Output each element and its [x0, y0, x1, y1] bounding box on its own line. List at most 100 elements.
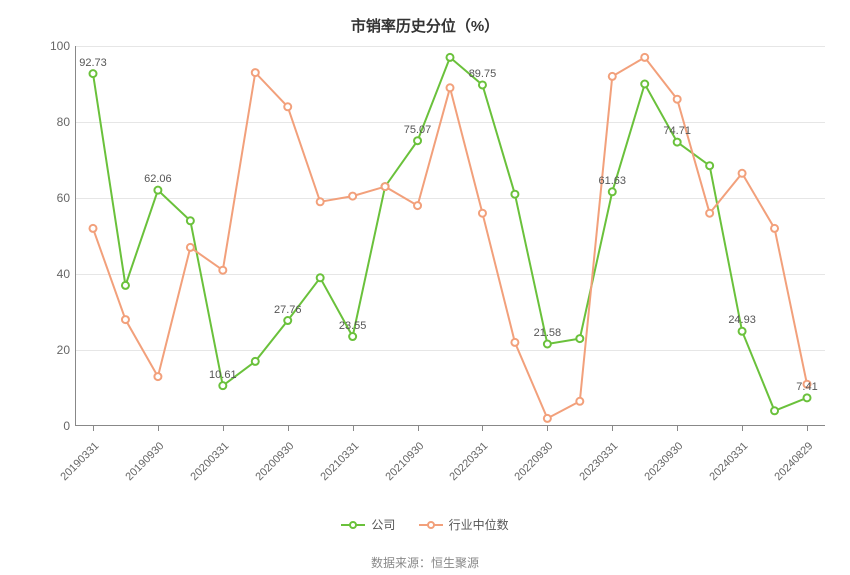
y-tick-label: 100	[35, 39, 70, 53]
x-tick-label: 20190331	[58, 440, 101, 483]
x-tick-label: 20200331	[188, 440, 231, 483]
data-point-label: 10.61	[209, 369, 237, 381]
data-point-label: 62.06	[144, 173, 172, 185]
y-tick-label: 20	[35, 343, 70, 357]
data-point-label: 7.41	[796, 381, 817, 393]
x-tick	[677, 426, 678, 431]
data-point-label: 23.55	[339, 320, 367, 332]
data-point-label: 61.63	[599, 175, 627, 187]
data-point[interactable]	[804, 394, 811, 401]
data-point[interactable]	[511, 339, 518, 346]
data-point-label: 21.58	[534, 327, 562, 339]
data-point[interactable]	[414, 137, 421, 144]
data-point[interactable]	[447, 54, 454, 61]
data-point-label: 89.75	[469, 68, 497, 80]
x-tick-label: 20210331	[318, 440, 361, 483]
plot-area: 020406080100 92.7362.0610.6127.7623.5575…	[75, 46, 825, 426]
data-point[interactable]	[641, 81, 648, 88]
data-point[interactable]	[609, 188, 616, 195]
data-point[interactable]	[349, 333, 356, 340]
data-point[interactable]	[739, 170, 746, 177]
data-source: 数据来源：恒生聚源	[25, 554, 825, 571]
x-tick-label: 20220331	[448, 440, 491, 483]
x-tick	[612, 426, 613, 431]
x-tick-label: 20200930	[253, 440, 296, 483]
series-line	[93, 57, 807, 418]
data-point[interactable]	[739, 328, 746, 335]
x-tick-label: 20240331	[707, 440, 750, 483]
x-tick	[547, 426, 548, 431]
y-tick-label: 60	[35, 191, 70, 205]
data-point-label: 74.71	[663, 125, 691, 137]
y-tick-label: 40	[35, 267, 70, 281]
data-point[interactable]	[284, 103, 291, 110]
data-point[interactable]	[544, 415, 551, 422]
data-point[interactable]	[511, 191, 518, 198]
data-point[interactable]	[317, 198, 324, 205]
data-point[interactable]	[219, 382, 226, 389]
y-tick-label: 80	[35, 115, 70, 129]
data-point[interactable]	[122, 316, 129, 323]
data-point[interactable]	[479, 210, 486, 217]
legend-label-industry: 行业中位数	[449, 516, 509, 533]
data-point[interactable]	[447, 84, 454, 91]
data-point[interactable]	[706, 162, 713, 169]
data-point[interactable]	[154, 187, 161, 194]
legend-item-company[interactable]: 公司	[341, 516, 395, 533]
legend-label-company: 公司	[371, 516, 395, 533]
data-point[interactable]	[90, 225, 97, 232]
legend: 公司 行业中位数	[25, 516, 825, 534]
data-point[interactable]	[674, 139, 681, 146]
x-tick-label: 20240829	[772, 440, 815, 483]
legend-swatch-industry	[419, 519, 443, 531]
x-tick-label: 20190930	[123, 440, 166, 483]
data-point[interactable]	[576, 398, 583, 405]
legend-swatch-company	[341, 519, 365, 531]
data-point-label: 24.93	[728, 314, 756, 326]
data-point[interactable]	[154, 373, 161, 380]
data-point[interactable]	[576, 335, 583, 342]
data-point[interactable]	[771, 407, 778, 414]
x-tick-label: 20220930	[513, 440, 556, 483]
legend-marker-icon	[349, 521, 357, 529]
data-point[interactable]	[706, 210, 713, 217]
x-tick	[158, 426, 159, 431]
chart-lines	[75, 46, 825, 426]
y-tick-label: 0	[35, 419, 70, 433]
data-point[interactable]	[544, 340, 551, 347]
chart-container: 市销率历史分位（%） 0 20 40 60 80 100 92.73 62.06 10.61 2…	[0, 0, 850, 575]
data-point[interactable]	[609, 73, 616, 80]
data-point[interactable]	[122, 282, 129, 289]
legend-item-industry[interactable]: 行业中位数	[419, 516, 509, 533]
legend-marker-icon	[427, 521, 435, 529]
x-tick	[742, 426, 743, 431]
x-tick	[93, 426, 94, 431]
data-point-label: 75.07	[404, 124, 432, 136]
data-point[interactable]	[414, 202, 421, 209]
data-point[interactable]	[317, 274, 324, 281]
x-tick	[353, 426, 354, 431]
series-line	[93, 57, 807, 410]
data-point[interactable]	[219, 267, 226, 274]
data-point-label: 27.76	[274, 304, 302, 316]
data-point[interactable]	[252, 69, 259, 76]
data-point[interactable]	[641, 54, 648, 61]
data-point[interactable]	[771, 225, 778, 232]
x-tick-label: 20210930	[383, 440, 426, 483]
data-point[interactable]	[284, 317, 291, 324]
data-point[interactable]	[252, 358, 259, 365]
data-point[interactable]	[187, 217, 194, 224]
data-point[interactable]	[187, 244, 194, 251]
x-tick-label: 20230331	[578, 440, 621, 483]
y-axis-labels: 020406080100	[35, 46, 70, 426]
x-tick	[288, 426, 289, 431]
data-point[interactable]	[479, 81, 486, 88]
data-point[interactable]	[382, 183, 389, 190]
x-tick	[807, 426, 808, 431]
data-point[interactable]	[674, 96, 681, 103]
chart-title: 市销率历史分位（%）	[25, 15, 825, 36]
data-point[interactable]	[349, 193, 356, 200]
data-point[interactable]	[90, 70, 97, 77]
x-tick	[418, 426, 419, 431]
data-point-label: 92.73	[79, 57, 107, 69]
